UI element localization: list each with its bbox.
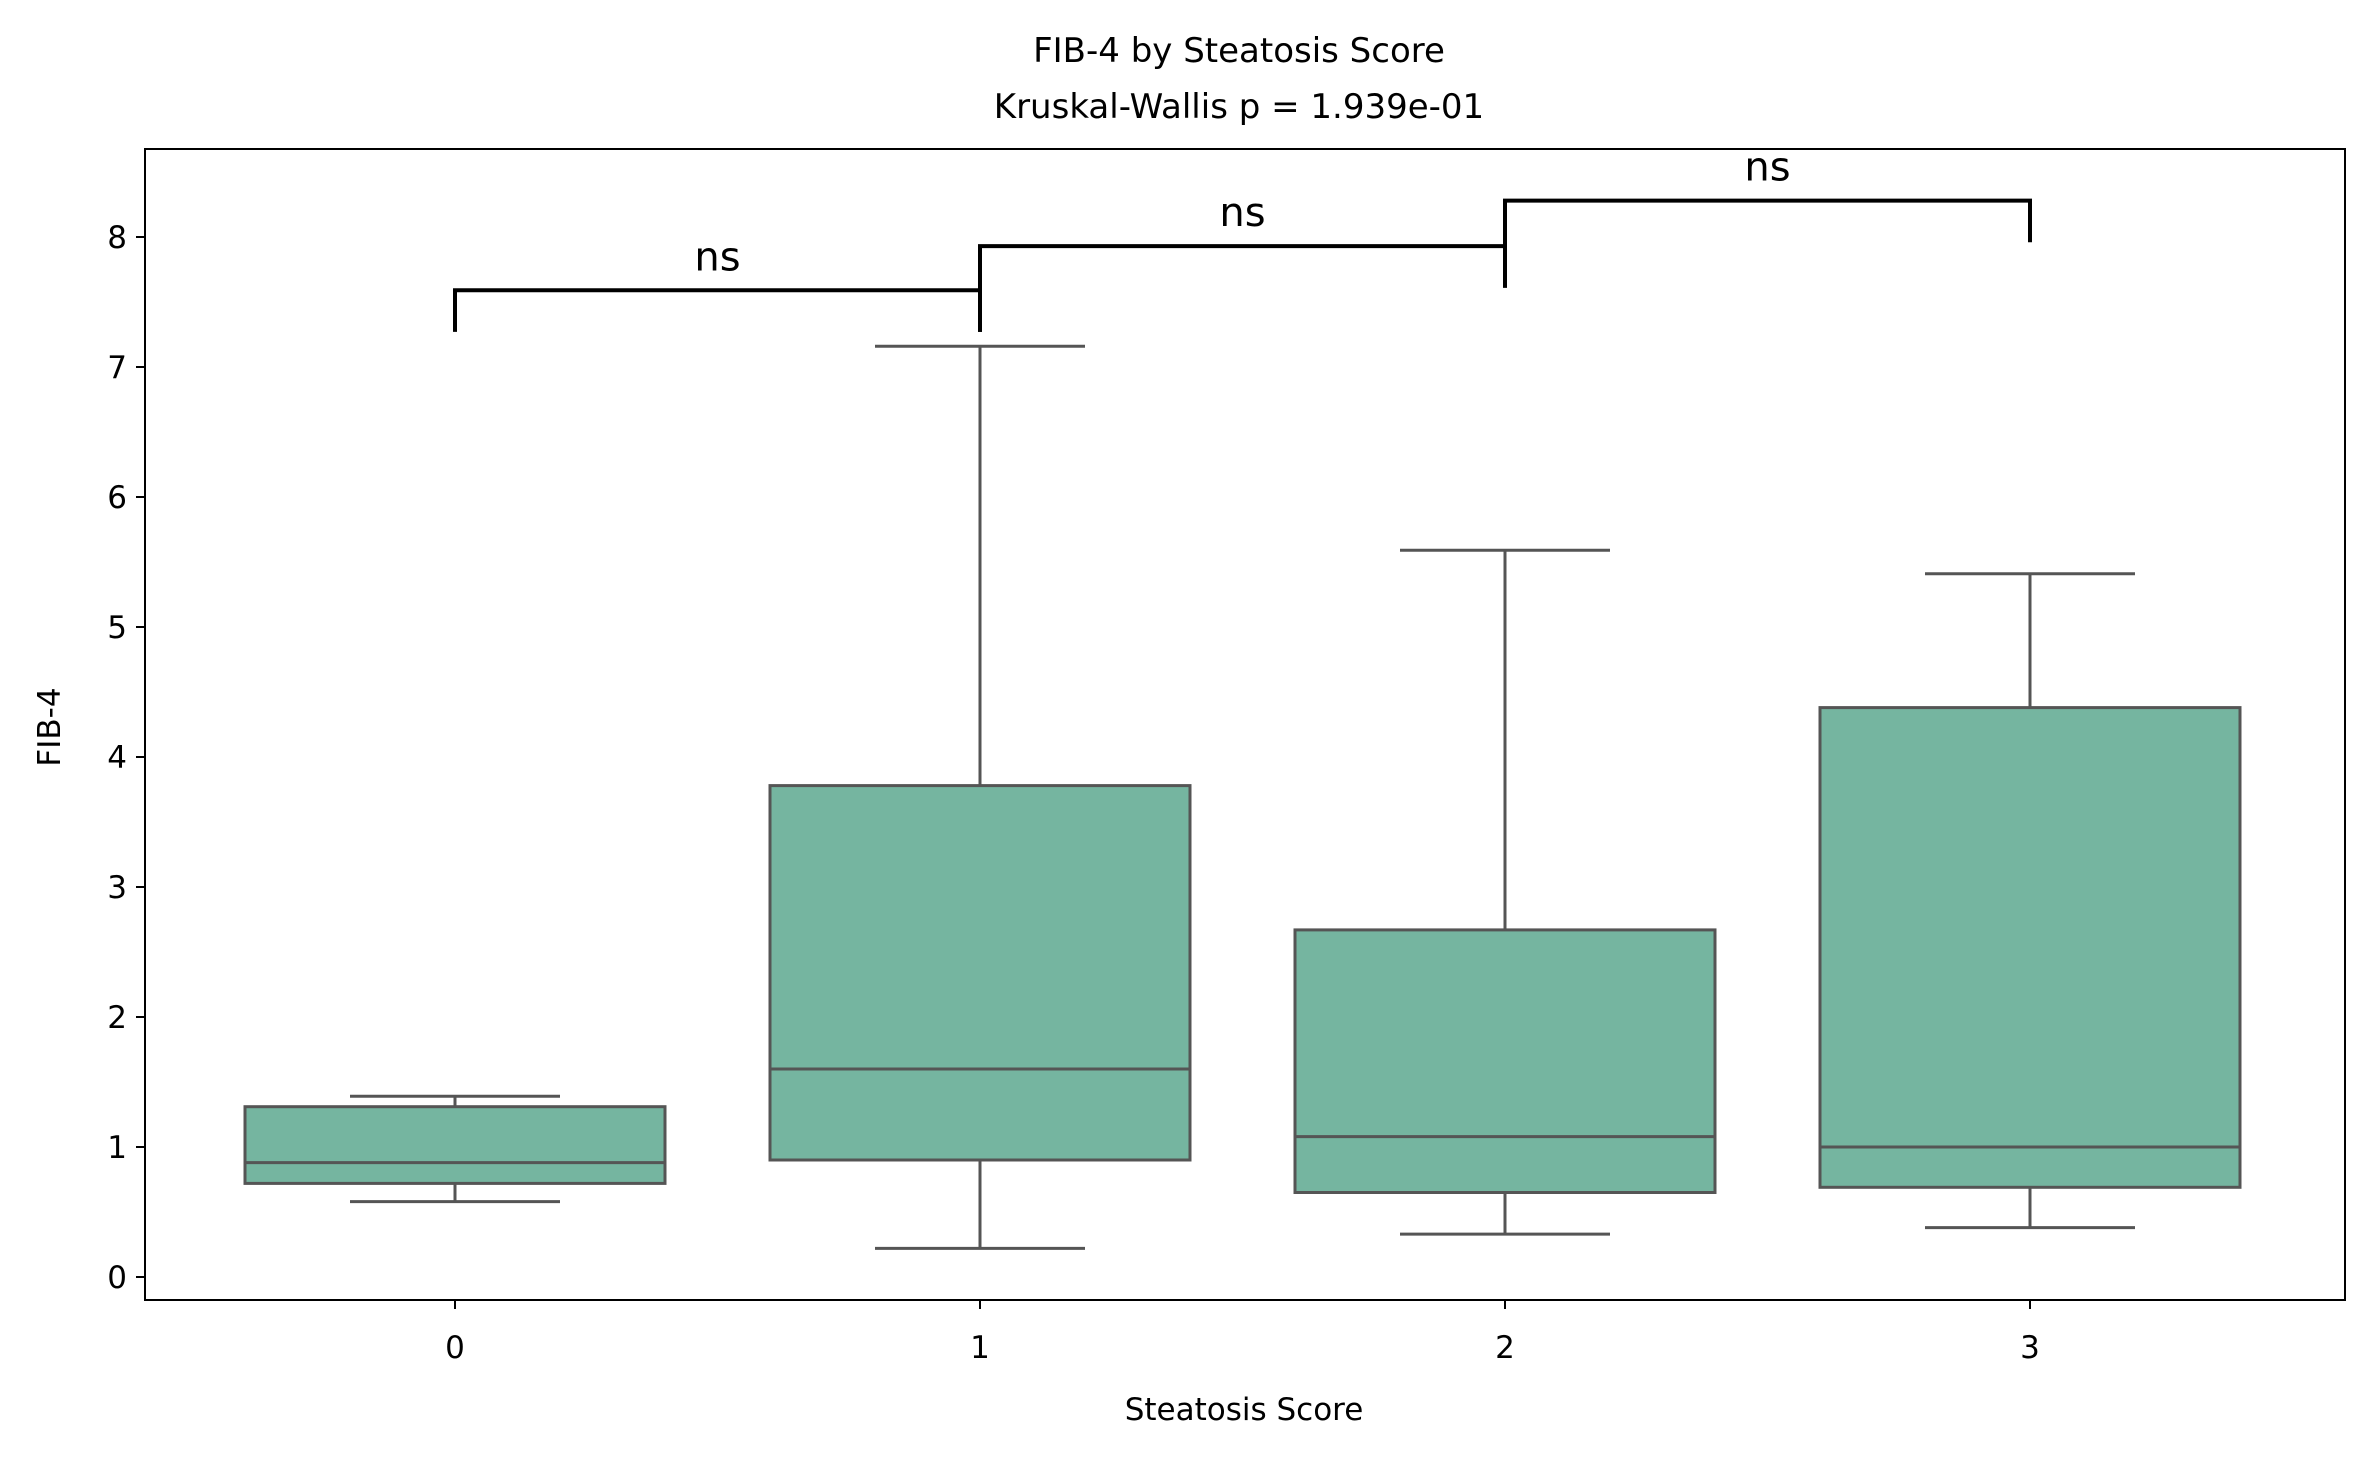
y-axis-label: FIB-4 <box>32 687 68 766</box>
y-tick-label-4: 4 <box>107 740 127 776</box>
x-axis-label: Steatosis Score <box>1125 1392 1364 1428</box>
significance-label-3: ns <box>1744 145 1790 191</box>
significance-bracket-2 <box>978 244 1507 332</box>
chart-subtitle: Kruskal-Wallis p = 1.939e-01 <box>994 87 1484 127</box>
x-tick-label-3: 3 <box>2020 1330 2040 1366</box>
y-tick-label-5: 5 <box>107 610 127 646</box>
x-tick-label-1: 1 <box>970 1330 990 1366</box>
x-tick-label-2: 2 <box>1495 1330 1515 1366</box>
box-2 <box>1293 928 1717 1195</box>
x-tick-label-0: 0 <box>445 1330 465 1366</box>
y-tick-label-1: 1 <box>107 1130 127 1166</box>
plot-frame <box>144 148 2346 1301</box>
significance-bracket-1 <box>453 288 982 332</box>
plot-area: 0 1 2 3 4 5 6 7 8 0 1 2 3 ns ns ns <box>107 145 2242 1366</box>
y-tick-label-3: 3 <box>107 870 127 906</box>
box-3 <box>1818 706 2242 1189</box>
box-0 <box>243 1105 667 1185</box>
significance-bracket-3 <box>1503 198 2032 288</box>
y-tick-label-8: 8 <box>107 220 127 256</box>
significance-label-1: ns <box>694 234 740 280</box>
box-1 <box>768 784 1192 1162</box>
y-tick-label-7: 7 <box>107 350 127 386</box>
y-tick-label-2: 2 <box>107 1000 127 1036</box>
y-tick-label-0: 0 <box>107 1260 127 1296</box>
y-tick-label-6: 6 <box>107 480 127 516</box>
significance-label-2: ns <box>1219 190 1265 236</box>
chart-title: FIB-4 by Steatosis Score <box>1033 31 1445 71</box>
